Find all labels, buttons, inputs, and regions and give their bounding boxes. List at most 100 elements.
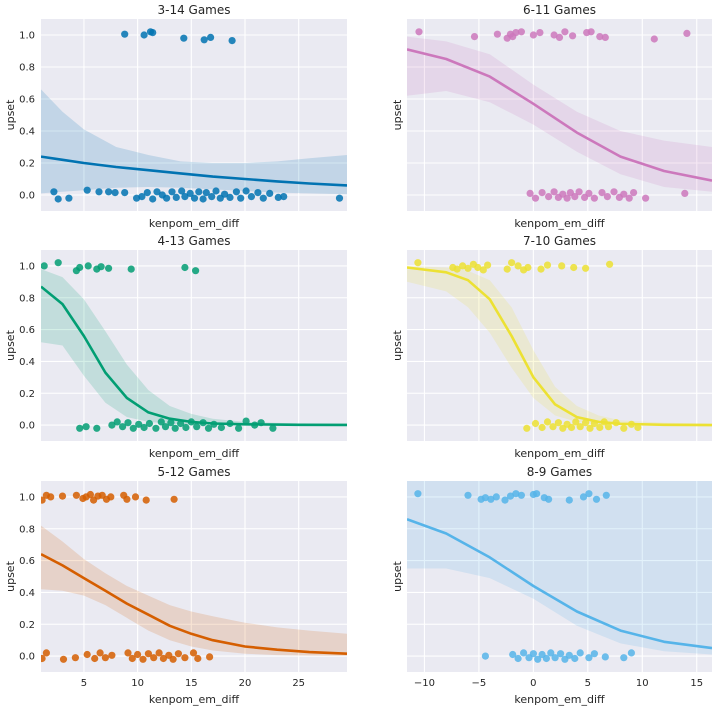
data-point: [576, 649, 584, 657]
x-tick-label: 5: [81, 678, 87, 689]
data-point: [140, 423, 148, 432]
data-point: [65, 194, 73, 202]
data-point: [506, 492, 515, 500]
subplot-4: 7-10 Games kenpom_em_diff upset: [391, 234, 712, 460]
data-point: [96, 649, 104, 657]
subplot-6: 8-9 Games kenpom_em_diff upset −10 −5 0 5 10 15: [391, 465, 712, 706]
data-point: [414, 259, 422, 267]
subplot-title: 4-13 Games: [157, 234, 230, 248]
data-point: [228, 37, 236, 45]
data-point: [453, 265, 461, 273]
x-axis-label: kenpom_em_diff: [514, 693, 605, 706]
data-point: [529, 650, 538, 658]
plot-area: [41, 250, 347, 441]
y-tick-label: 0.4: [19, 127, 35, 138]
data-point: [207, 33, 215, 42]
data-point: [538, 189, 546, 197]
data-point: [91, 654, 99, 663]
data-point: [585, 490, 593, 498]
data-point: [161, 423, 170, 431]
data-point: [606, 260, 614, 268]
data-point: [517, 491, 526, 499]
data-point: [149, 195, 157, 203]
data-point: [212, 187, 220, 195]
data-point: [42, 649, 51, 657]
subplot-title: 8-9 Games: [527, 465, 592, 479]
data-point: [226, 193, 234, 201]
y-tick-label: 0.6: [19, 325, 35, 336]
data-point: [71, 654, 79, 662]
data-point: [601, 653, 609, 661]
data-point: [524, 263, 532, 272]
data-point: [108, 651, 116, 659]
data-point: [82, 423, 90, 431]
data-point: [199, 195, 207, 203]
x-axis-label: kenpom_em_diff: [514, 447, 605, 460]
data-point: [512, 490, 520, 498]
x-axis-label: kenpom_em_diff: [514, 217, 605, 230]
subplot-title: 3-14 Games: [157, 3, 230, 17]
subplot-title: 7-10 Games: [523, 234, 596, 248]
data-point: [195, 188, 203, 196]
data-point: [481, 652, 489, 660]
data-point: [586, 424, 594, 432]
data-point: [83, 650, 91, 659]
data-point: [630, 189, 638, 197]
data-point: [625, 194, 633, 202]
data-point: [576, 423, 584, 431]
data-point: [529, 31, 538, 39]
data-point: [189, 649, 198, 657]
data-point: [182, 423, 190, 432]
data-point: [627, 649, 636, 657]
x-tick-label: −5: [472, 678, 487, 689]
data-point: [232, 188, 240, 196]
confidence-band: [41, 525, 347, 656]
data-point: [514, 262, 522, 270]
data-point: [242, 187, 250, 195]
data-point: [121, 30, 129, 38]
data-point: [683, 29, 691, 37]
y-tick-label: 0.0: [19, 652, 35, 663]
data-point: [119, 423, 127, 431]
data-point: [531, 419, 540, 428]
y-tick-label: 0.0: [19, 421, 35, 432]
y-axis-label: upset: [391, 329, 404, 360]
data-point: [596, 423, 604, 432]
data-point: [570, 263, 578, 272]
data-point: [131, 493, 140, 501]
data-point: [159, 654, 167, 663]
data-point: [512, 28, 520, 37]
data-point: [558, 262, 566, 270]
data-point: [83, 186, 91, 194]
x-axis-label: kenpom_em_diff: [149, 447, 240, 460]
data-point: [190, 194, 199, 202]
data-point: [601, 33, 609, 42]
y-tick-label: 1.0: [19, 261, 35, 272]
data-point: [642, 194, 650, 202]
data-point: [135, 420, 143, 428]
data-point: [41, 262, 48, 270]
data-point: [170, 495, 178, 503]
data-point: [157, 418, 165, 426]
plot-area: [407, 250, 712, 441]
data-point: [181, 193, 189, 201]
data-point: [554, 419, 563, 427]
x-tick-label: 20: [239, 678, 252, 689]
confidence-band: [407, 36, 712, 192]
data-point: [414, 490, 422, 498]
y-axis-label: upset: [4, 329, 17, 360]
confidence-band: [407, 481, 712, 655]
data-point: [95, 188, 103, 196]
data-point: [571, 193, 579, 201]
data-point: [155, 649, 163, 657]
data-point: [542, 654, 551, 663]
data-point: [280, 193, 288, 201]
plot-area: [407, 19, 712, 211]
fit-line: [41, 155, 347, 187]
data-point: [204, 424, 213, 432]
data-point: [192, 267, 200, 275]
data-point: [134, 650, 142, 659]
data-point: [171, 424, 179, 432]
data-point: [150, 654, 158, 662]
data-point: [520, 649, 528, 657]
